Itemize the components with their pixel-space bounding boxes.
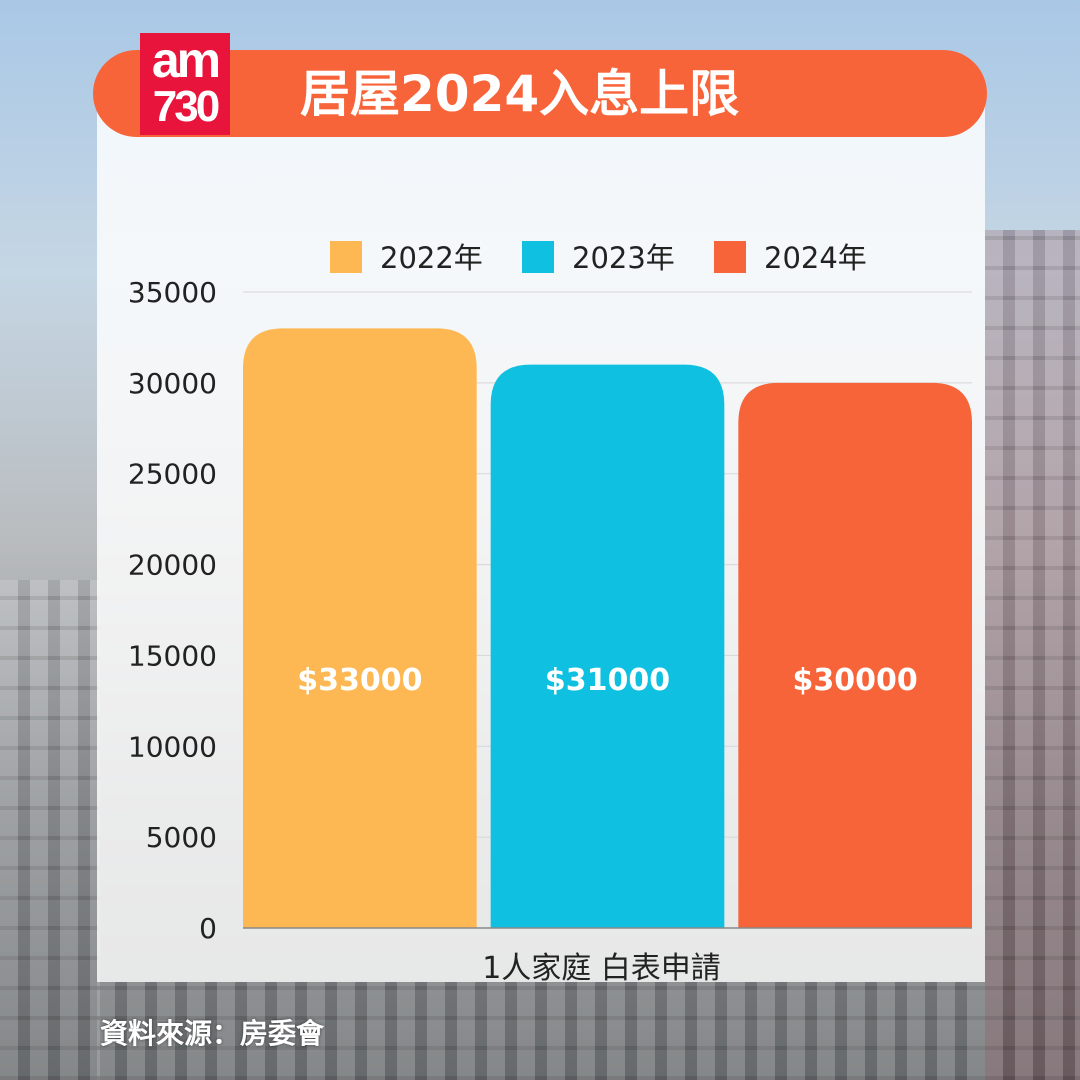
data-label: $33000 xyxy=(297,663,422,698)
logo-line1: am xyxy=(151,32,221,88)
data-label: $31000 xyxy=(545,663,670,698)
background-building xyxy=(0,580,100,1080)
legend-label: 2024年 xyxy=(764,241,867,275)
legend-label: 2022年 xyxy=(380,241,483,275)
x-category-label: 1人家庭 白表申請 xyxy=(482,951,721,986)
legend-label: 2023年 xyxy=(572,241,675,275)
y-tick-label: 10000 xyxy=(128,730,217,763)
y-tick-label: 0 xyxy=(199,912,217,945)
bar-2022年 xyxy=(243,328,477,928)
logo-line2: 730 xyxy=(152,82,220,131)
bar-2023年 xyxy=(490,364,725,929)
legend-swatch xyxy=(714,241,746,273)
background-building xyxy=(97,982,985,1080)
am730-logo: am 730 xyxy=(140,33,230,135)
data-label: $30000 xyxy=(793,663,918,698)
legend-swatch xyxy=(330,241,362,273)
y-tick-label: 30000 xyxy=(128,367,217,400)
background-building xyxy=(985,230,1080,1080)
y-tick-label: 35000 xyxy=(128,276,217,309)
y-tick-label: 5000 xyxy=(146,821,217,854)
y-tick-label: 20000 xyxy=(128,549,217,582)
page-title: 居屋2024入息上限 xyxy=(300,65,740,123)
bar-2024年 xyxy=(738,382,972,928)
y-tick-label: 25000 xyxy=(128,458,217,491)
legend-swatch xyxy=(522,241,554,273)
y-tick-label: 15000 xyxy=(128,639,217,672)
title-bar xyxy=(93,50,987,137)
source-note: 資料來源：房委會 xyxy=(100,1017,325,1050)
